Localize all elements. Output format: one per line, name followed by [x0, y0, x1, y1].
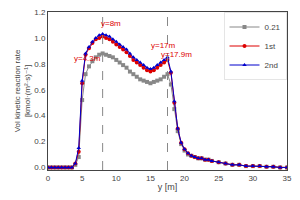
svg-text:15: 15: [146, 174, 155, 183]
svg-text:1.2: 1.2: [34, 8, 46, 17]
svg-text:1st: 1st: [265, 42, 276, 51]
svg-text:0: 0: [46, 174, 51, 183]
svg-text:30: 30: [248, 174, 257, 183]
svg-text:y [m]: y [m]: [158, 182, 178, 192]
svg-text:35: 35: [283, 174, 292, 183]
svg-text:0.0: 0.0: [34, 163, 46, 172]
svg-text:y=4.3m: y=4.3m: [74, 54, 101, 63]
svg-text:1.0: 1.0: [34, 34, 46, 43]
svg-text:20: 20: [180, 174, 189, 183]
svg-text:y=8m: y=8m: [101, 19, 121, 28]
svg-text:0.21: 0.21: [265, 23, 281, 32]
svg-text:25: 25: [214, 174, 223, 183]
svg-text:0.8: 0.8: [34, 60, 46, 69]
svg-text:0.2: 0.2: [34, 137, 46, 146]
svg-text:2nd: 2nd: [265, 61, 278, 70]
svg-text:y=17m: y=17m: [151, 41, 176, 50]
svg-text:10: 10: [112, 174, 121, 183]
svg-text:y=17.9m: y=17.9m: [161, 50, 192, 59]
svg-text:Vol kinetic reaction rate[kmol: Vol kinetic reaction rate[kmol·(m²·s)⁻¹]: [13, 49, 32, 132]
svg-text:0.6: 0.6: [34, 86, 46, 95]
svg-text:0.4: 0.4: [34, 111, 46, 120]
svg-text:5: 5: [80, 174, 85, 183]
